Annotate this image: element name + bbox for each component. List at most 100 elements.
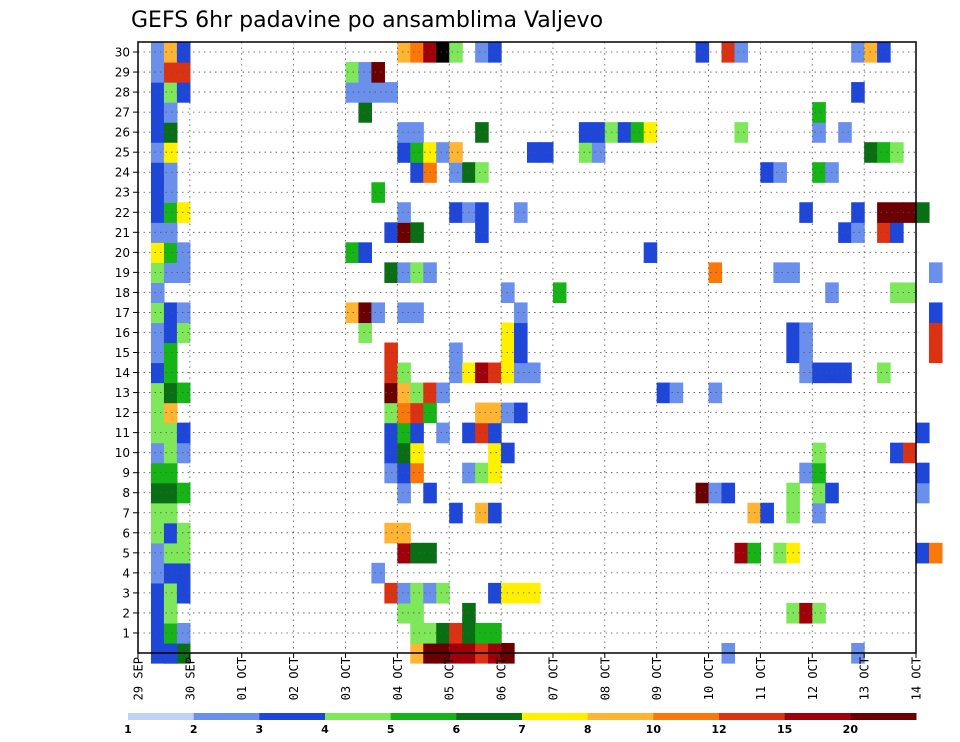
heatmap-cell: [851, 222, 865, 243]
y-tick-label: 14: [115, 366, 130, 380]
x-tick-label: 02 OCT: [287, 657, 301, 700]
chart-title: GEFS 6hr padavine po ansamblima Valjevo: [131, 8, 603, 33]
heatmap-cell: [410, 582, 424, 604]
heatmap-cell: [928, 542, 943, 564]
heatmap-cell: [371, 82, 385, 103]
heatmap-cell: [578, 122, 593, 143]
color-swatch: [259, 713, 326, 720]
heatmap-cell: [799, 362, 813, 384]
heatmap-cell: [150, 482, 165, 504]
heatmap-cell: [928, 322, 943, 344]
heatmap-cell: [812, 602, 826, 624]
legend-tick-label: 10: [646, 723, 662, 736]
heatmap-cell: [475, 622, 489, 644]
heatmap-cell: [163, 602, 178, 624]
heatmap-cell: [410, 462, 424, 484]
heatmap-cell: [449, 622, 463, 644]
y-tick-label: 16: [115, 326, 130, 340]
heatmap-cell: [371, 562, 385, 584]
heatmap-cell: [150, 442, 165, 464]
legend-tick-label: 5: [387, 723, 395, 736]
heatmap-cell: [176, 562, 191, 584]
heatmap-cell: [475, 422, 489, 444]
heatmap-cell: [371, 302, 385, 324]
x-tick-label: 04 OCT: [391, 657, 405, 700]
heatmap-cell: [475, 462, 489, 484]
heatmap-cell: [397, 482, 411, 504]
x-tick-label: 03 OCT: [339, 657, 353, 700]
heatmap-cell: [475, 122, 489, 143]
heatmap-cell: [176, 522, 191, 544]
heatmap-cell: [345, 302, 360, 324]
heatmap-cell: [436, 422, 450, 444]
x-tick-label: 05 OCT: [443, 657, 457, 700]
color-swatch: [456, 713, 523, 720]
heatmap-cell: [475, 502, 489, 524]
heatmap-cell: [150, 262, 165, 283]
heatmap-cell: [410, 402, 424, 424]
heatmap-cell: [812, 482, 826, 504]
heatmap-cell: [176, 442, 191, 464]
heatmap-cell: [163, 422, 178, 444]
heatmap-cell: [150, 362, 165, 384]
heatmap-cell: [150, 382, 165, 404]
color-swatch: [193, 713, 260, 720]
heatmap-cell: [397, 142, 411, 163]
heatmap-cell: [163, 262, 178, 283]
heatmap-cell: [436, 382, 450, 404]
heatmap-cell: [358, 62, 372, 83]
heatmap-cell: [488, 42, 502, 63]
heatmap-cell: [176, 582, 191, 604]
heatmap-cell: [734, 542, 749, 564]
heatmap-cell: [358, 322, 372, 344]
heatmap-cell: [397, 262, 411, 283]
heatmap-cell: [916, 482, 930, 504]
color-swatch: [653, 713, 720, 720]
y-tick-label: 9: [122, 466, 130, 480]
heatmap-cell: [488, 442, 502, 464]
heatmap-cell: [397, 202, 411, 223]
heatmap-cell: [163, 42, 178, 63]
heatmap-cell: [150, 502, 165, 524]
heatmap-cell: [371, 182, 385, 203]
heatmap-cell: [163, 462, 178, 484]
y-tick-label: 11: [115, 426, 130, 440]
heatmap-cell: [488, 402, 502, 424]
heatmap-cell: [410, 262, 424, 283]
heatmap-cell: [150, 522, 165, 544]
heatmap-cell: [488, 502, 502, 524]
heatmap-cell: [358, 302, 372, 324]
heatmap-cell: [812, 102, 826, 123]
heatmap-cell: [669, 382, 684, 404]
heatmap-cell: [890, 142, 904, 163]
heatmap-cell: [410, 122, 424, 143]
heatmap-cell: [150, 302, 165, 324]
heatmap-cell: [176, 242, 191, 263]
heatmap-cell: [552, 282, 567, 304]
heatmap-cell: [150, 42, 165, 63]
y-tick-label: 30: [115, 46, 130, 60]
heatmap-cell: [799, 322, 813, 344]
y-tick-label: 22: [115, 206, 130, 220]
legend-tick-label: 3: [256, 723, 264, 736]
heatmap-cell: [928, 262, 943, 283]
y-tick-label: 23: [115, 186, 130, 200]
heatmap-cell: [150, 102, 165, 123]
heatmap-cell: [708, 482, 723, 504]
heatmap-cell: [163, 222, 178, 243]
heatmap-cell: [358, 102, 372, 123]
y-tick-label: 27: [115, 106, 130, 120]
heatmap-cell: [358, 242, 372, 263]
heatmap-cell: [708, 382, 723, 404]
heatmap-cell: [916, 422, 930, 444]
heatmap-cell: [410, 142, 424, 163]
heatmap-cell: [812, 462, 826, 484]
heatmap-cell: [163, 82, 178, 103]
y-tick-label: 4: [122, 566, 130, 580]
heatmap-cell: [150, 422, 165, 444]
heatmap-cell: [760, 502, 774, 524]
heatmap-cell: [345, 242, 360, 263]
heatmap-cell: [176, 42, 191, 63]
heatmap-cell: [150, 62, 165, 83]
heatmap-cell: [734, 42, 749, 63]
